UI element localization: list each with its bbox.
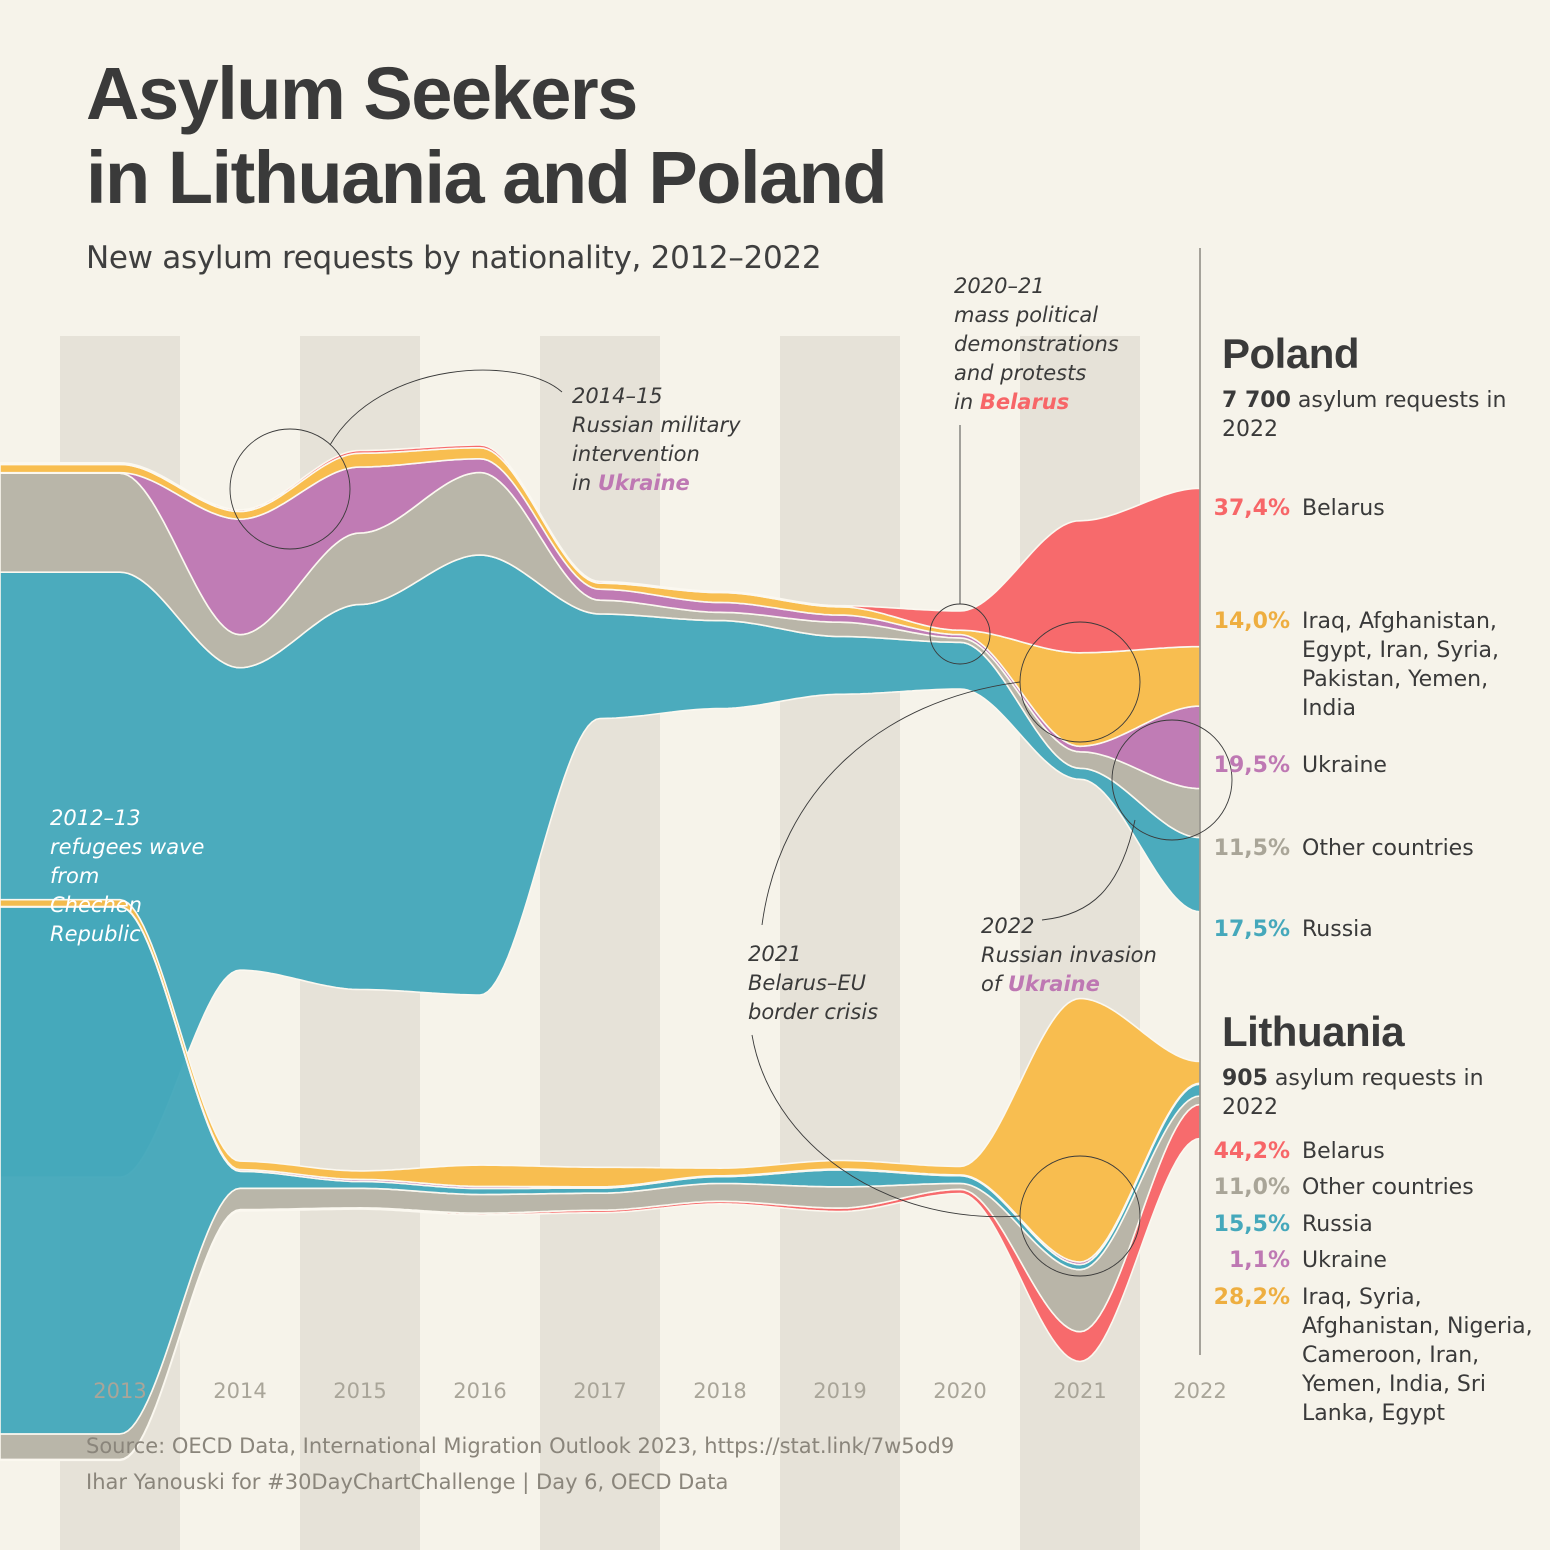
poland-legend-percent: 37,4% [1213,496,1290,521]
poland-legend-percent: 14,0% [1213,609,1290,634]
credit-note: Ihar Yanouski for #30DayChartChallenge |… [86,1470,729,1494]
ann-chechen-line-5: Republic [50,922,141,946]
ann-chechen-line-2: refugees wave [50,835,205,859]
lithuania-legend-label: Russia [1302,1212,1373,1237]
year-tick-2017: 2017 [573,1379,626,1403]
lithuania-total-value: 905 [1222,1066,1268,1091]
poland-total-text: asylum requests in 2022 [1222,388,1507,442]
ann-chechen-line-1: 2012–13 [50,806,141,830]
ann-ukraine2014-line-1: 2014–15 [572,384,663,408]
ann-belarus2020-line-2: mass political [954,303,1099,327]
lithuania-legend-label: Belarus [1302,1139,1385,1164]
callout-circle-ukraine-2022 [1111,719,1233,841]
poland-legend-label: Belarus [1302,496,1385,521]
lithuania-legend-percent: 11,0% [1213,1175,1290,1200]
year-tick-2014: 2014 [213,1379,266,1403]
callout-circle-ukraine-2014 [229,428,351,550]
ann-ukraine2014-line-3: intervention [572,442,700,466]
lithuania-legend-percent: 1,1% [1228,1248,1290,1273]
ann-belarus2020-line-1: 2020–21 [954,274,1045,298]
title-line-2: in Lithuania and Poland [86,136,888,219]
ann-belarus2020-line-3: demonstrations [954,332,1119,356]
poland-legend-percent: 11,5% [1213,836,1290,861]
year-tick-2016: 2016 [453,1379,506,1403]
annotation-ukraine-2022: 2022 Russian invasion of Ukraine [981,912,1157,999]
year-tick-2015: 2015 [333,1379,386,1403]
lithuania-legend-label: Iraq, Syria, Afghanistan, Nigeria, Camer… [1302,1285,1533,1426]
lithuania-legend-label: Ukraine [1302,1248,1387,1273]
ann-ukraine2014-highlight: Ukraine [597,471,690,495]
lithuania-total-text: asylum requests in 2022 [1222,1066,1484,1120]
poland-legend-label: Russia [1302,917,1373,942]
lithuania-legend-percent: 28,2% [1213,1285,1290,1310]
poland-legend-percent: 19,5% [1213,753,1290,778]
ann-ukraine2022-line-2: Russian invasion [981,943,1157,967]
year-tick-2013: 2013 [93,1379,146,1403]
ann-ukraine2022-highlight: Ukraine [1007,972,1100,996]
poland-heading: Poland [1222,330,1360,377]
poland-legend-percent: 17,5% [1213,917,1290,942]
chart-title: Asylum Seekers in Lithuania and Poland [86,52,888,220]
ann-border2021-line-1: 2021 [748,942,802,966]
year-band-2017 [540,336,660,1550]
source-note: Source: OECD Data, International Migrati… [86,1434,955,1458]
lithuania-total: 905 asylum requests in 2022 [1222,1064,1522,1122]
poland-legend-label: Iraq, Afghanistan, Egypt, Iran, Syria, P… [1302,609,1500,721]
ann-border2021-line-2: Belarus–EU [748,971,867,995]
ann-ukraine2022-highlight-line: of Ukraine [981,972,1100,996]
ann-ukraine2014-line-2: Russian military [572,413,741,437]
ann-ukraine2022-line-1: 2022 [981,914,1035,938]
ann-chechen-line-4: Chechen [50,893,142,917]
year-tick-2019: 2019 [813,1379,866,1403]
lithuania-legend-label: Other countries [1302,1175,1474,1200]
ann-ukraine2014-highlight-line: in Ukraine [572,471,690,495]
ann-border2021-line-3: border crisis [748,1000,879,1024]
year-tick-2020: 2020 [933,1379,986,1403]
year-band-2019 [780,336,900,1550]
ann-belarus2020-line-4: and protests [954,361,1087,385]
poland-legend-label: Other countries [1302,836,1474,861]
chart-subtitle: New asylum requests by nationality, 2012… [86,240,822,276]
ann-chechen-line-3: from [50,864,100,888]
leader-line-ukraine-2022 [1041,819,1136,921]
annotation-ukraine-2014: 2014–15 Russian military intervention in Uk… [572,382,741,498]
poland-total-value: 7 700 [1222,388,1291,413]
year-tick-2022: 2022 [1173,1379,1226,1403]
lithuania-legend-percent: 15,5% [1213,1212,1290,1237]
year-tick-2021: 2021 [1053,1379,1106,1403]
ann-belarus2020-highlight: Belarus [979,390,1070,414]
leader-line-ukraine-2014 [329,369,563,446]
annotation-border-crisis-2021: 2021 Belarus–EU border crisis [748,940,878,1027]
poland-legend-label: Ukraine [1302,753,1387,778]
poland-total: 7 700 asylum requests in 2022 [1222,386,1522,444]
lithuania-heading: Lithuania [1222,1008,1405,1055]
leader-line-border-crisis-lithuania [751,1034,1021,1218]
title-line-1: Asylum Seekers [86,52,638,135]
leader-line-border-crisis-poland [761,681,1021,926]
annotation-chechen-wave: 2012–13 refugees wave from Chechen Republic [50,804,204,949]
lithuania-legend-percent: 44,2% [1213,1139,1290,1164]
year-tick-2018: 2018 [693,1379,746,1403]
annotation-belarus-2020: 2020–21 mass political demonstrations and p… [954,272,1119,417]
ann-belarus2020-highlight-line: in Belarus [954,390,1070,414]
